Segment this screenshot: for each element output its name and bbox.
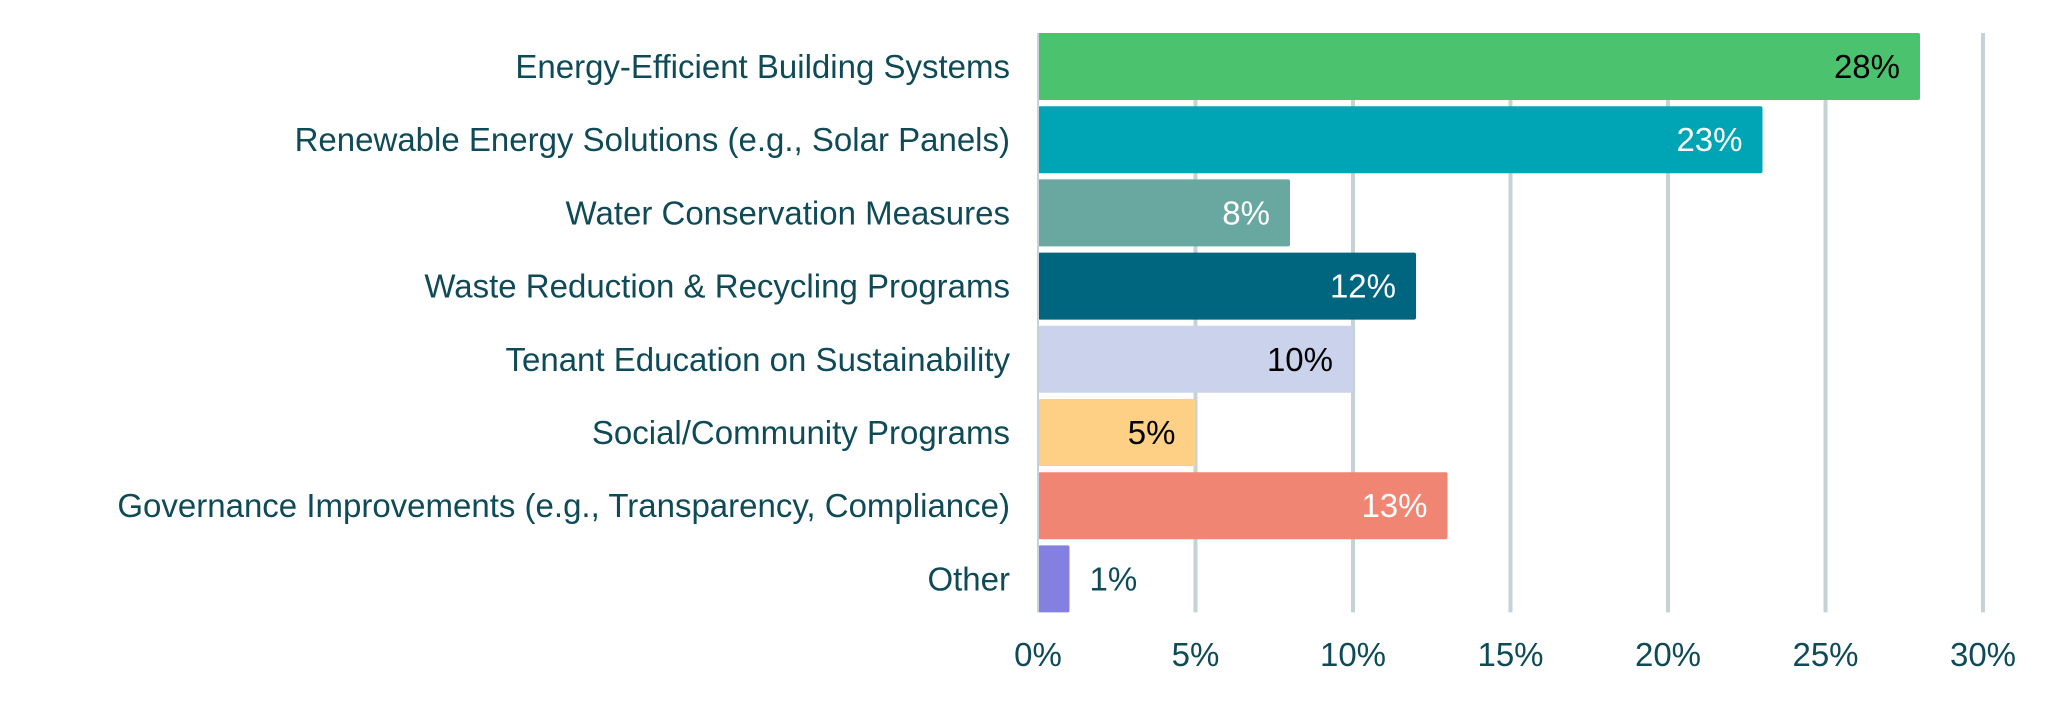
category-label: Social/Community Programs: [592, 414, 1010, 451]
x-tick-label: 25%: [1792, 636, 1858, 673]
category-label: Water Conservation Measures: [566, 194, 1010, 231]
category-label: Tenant Education on Sustainability: [505, 341, 1010, 378]
category-label: Renewable Energy Solutions (e.g., Solar …: [295, 121, 1010, 158]
bar: [1038, 179, 1290, 247]
bar: [1038, 399, 1196, 466]
category-labels: Energy-Efficient Building Systems Renewab…: [117, 48, 1010, 597]
bar: [1038, 33, 1920, 100]
x-tick-label: 0%: [1014, 636, 1062, 673]
bar: [1038, 325, 1353, 393]
category-label: Other: [927, 560, 1010, 597]
category-label: Governance Improvements (e.g., Transpare…: [117, 487, 1010, 524]
value-label: 28%: [1834, 48, 1900, 85]
bars: [1038, 33, 1920, 613]
value-label: 8%: [1222, 194, 1270, 231]
bar: [1038, 252, 1416, 320]
x-tick-label: 10%: [1320, 636, 1386, 673]
value-label: 23%: [1676, 121, 1742, 158]
value-label: 1%: [1090, 560, 1138, 597]
value-label: 10%: [1267, 341, 1333, 378]
value-labels: 28% 23% 8% 12% 10% 5% 13% 1%: [1090, 48, 1901, 597]
value-label: 13%: [1361, 487, 1427, 524]
x-tick-labels: 0% 5% 10% 15% 20% 25% 30%: [1014, 636, 2016, 673]
x-tick-label: 15%: [1477, 636, 1543, 673]
bar: [1038, 545, 1070, 613]
x-tick-label: 5%: [1172, 636, 1220, 673]
x-tick-label: 30%: [1950, 636, 2016, 673]
bar: [1038, 106, 1763, 174]
category-label: Energy-Efficient Building Systems: [515, 48, 1010, 85]
x-tick-label: 20%: [1635, 636, 1701, 673]
value-label: 12%: [1330, 268, 1396, 305]
value-label: 5%: [1128, 414, 1176, 451]
category-label: Waste Reduction & Recycling Programs: [424, 268, 1010, 305]
bar: [1038, 472, 1448, 540]
